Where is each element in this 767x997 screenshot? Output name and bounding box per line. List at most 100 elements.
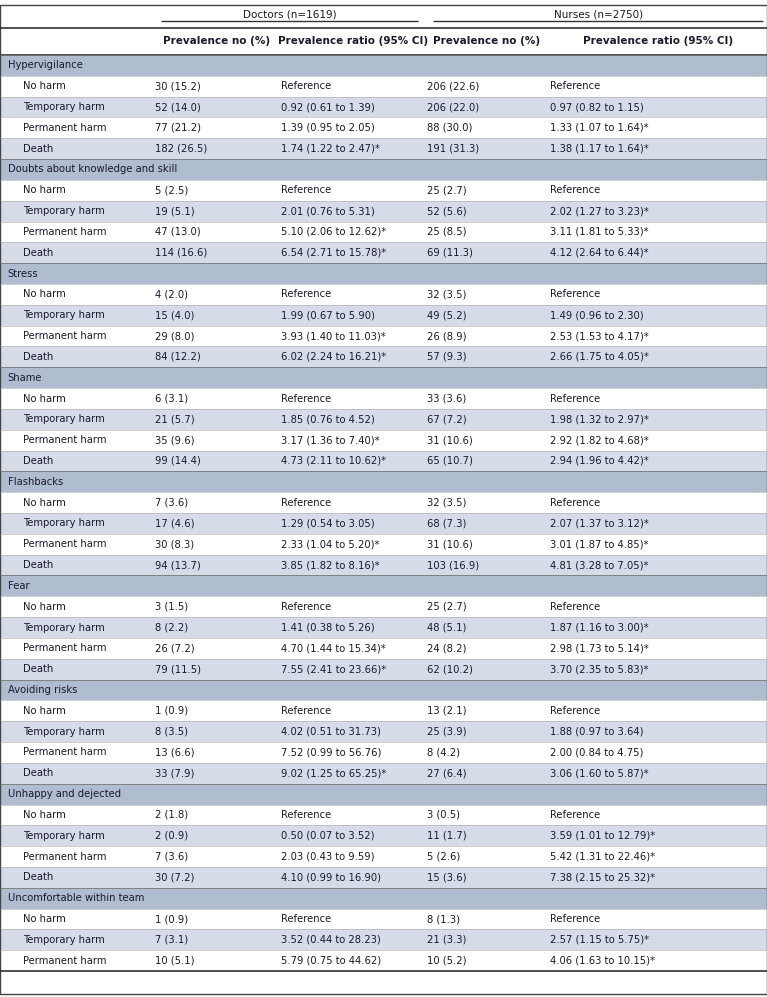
Text: 2.98 (1.73 to 5.14)*: 2.98 (1.73 to 5.14)* — [550, 643, 649, 653]
Text: Fear: Fear — [8, 581, 29, 591]
Bar — [0, 638, 767, 659]
Text: Prevalence ratio (95% CI): Prevalence ratio (95% CI) — [278, 37, 428, 47]
Bar — [0, 575, 767, 596]
Bar — [0, 367, 767, 388]
Bar — [0, 221, 767, 242]
Text: 3.17 (1.36 to 7.40)*: 3.17 (1.36 to 7.40)* — [281, 435, 380, 445]
Text: Doubts about knowledge and skill: Doubts about knowledge and skill — [8, 165, 177, 174]
Text: 2.66 (1.75 to 4.05)*: 2.66 (1.75 to 4.05)* — [550, 352, 649, 362]
Text: 2 (1.8): 2 (1.8) — [155, 810, 188, 820]
Text: Death: Death — [23, 664, 53, 674]
Text: No harm: No harm — [23, 810, 66, 820]
Bar — [0, 347, 767, 367]
Text: 1.88 (0.97 to 3.64): 1.88 (0.97 to 3.64) — [550, 727, 644, 737]
Text: Death: Death — [23, 248, 53, 258]
Text: 3 (0.5): 3 (0.5) — [427, 810, 460, 820]
Text: 3.85 (1.82 to 8.16)*: 3.85 (1.82 to 8.16)* — [281, 560, 380, 570]
Bar — [0, 950, 767, 971]
Text: 6 (3.1): 6 (3.1) — [155, 394, 188, 404]
Bar — [0, 533, 767, 554]
Text: 3 (1.5): 3 (1.5) — [155, 602, 188, 612]
Text: 31 (10.6): 31 (10.6) — [427, 435, 473, 445]
Text: 6.54 (2.71 to 15.78)*: 6.54 (2.71 to 15.78)* — [281, 248, 387, 258]
Bar — [0, 493, 767, 513]
Text: 19 (5.1): 19 (5.1) — [155, 206, 195, 216]
Text: 1.98 (1.32 to 2.97)*: 1.98 (1.32 to 2.97)* — [550, 415, 649, 425]
Text: 191 (31.3): 191 (31.3) — [427, 144, 479, 154]
Text: Flashbacks: Flashbacks — [8, 477, 63, 487]
Text: 3.11 (1.81 to 5.33)*: 3.11 (1.81 to 5.33)* — [550, 227, 649, 237]
Text: Temporary harm: Temporary harm — [23, 622, 105, 632]
Text: 4 (2.0): 4 (2.0) — [155, 289, 188, 299]
Text: No harm: No harm — [23, 706, 66, 716]
Text: 11 (1.7): 11 (1.7) — [427, 831, 467, 840]
Text: 8 (2.2): 8 (2.2) — [155, 622, 188, 632]
Text: 24 (8.2): 24 (8.2) — [427, 643, 466, 653]
Text: Reference: Reference — [550, 394, 601, 404]
Text: 3.06 (1.60 to 5.87)*: 3.06 (1.60 to 5.87)* — [550, 769, 649, 779]
Text: 1.87 (1.16 to 3.00)*: 1.87 (1.16 to 3.00)* — [550, 622, 649, 632]
Text: Temporary harm: Temporary harm — [23, 727, 105, 737]
Text: 5 (2.5): 5 (2.5) — [155, 185, 188, 195]
Bar — [0, 701, 767, 721]
Text: 7 (3.6): 7 (3.6) — [155, 498, 188, 507]
Text: Temporary harm: Temporary harm — [23, 102, 105, 112]
Text: 7 (3.1): 7 (3.1) — [155, 935, 188, 945]
Text: 1 (0.9): 1 (0.9) — [155, 914, 188, 924]
Text: 30 (8.3): 30 (8.3) — [155, 539, 194, 549]
Text: 8 (1.3): 8 (1.3) — [427, 914, 460, 924]
Text: 103 (16.9): 103 (16.9) — [427, 560, 479, 570]
Text: Uncomfortable within team: Uncomfortable within team — [8, 893, 144, 903]
Bar — [0, 908, 767, 929]
Text: 4.73 (2.11 to 10.62)*: 4.73 (2.11 to 10.62)* — [281, 456, 387, 466]
Bar — [0, 242, 767, 263]
Text: 1.39 (0.95 to 2.05): 1.39 (0.95 to 2.05) — [281, 123, 375, 133]
Text: 206 (22.6): 206 (22.6) — [427, 81, 479, 91]
Text: 2.92 (1.82 to 4.68)*: 2.92 (1.82 to 4.68)* — [550, 435, 649, 445]
Text: Unhappy and dejected: Unhappy and dejected — [8, 789, 120, 800]
Text: 2.03 (0.43 to 9.59): 2.03 (0.43 to 9.59) — [281, 851, 375, 861]
Bar — [0, 5, 767, 28]
Text: No harm: No harm — [23, 289, 66, 299]
Text: 1.74 (1.22 to 2.47)*: 1.74 (1.22 to 2.47)* — [281, 144, 380, 154]
Text: 0.97 (0.82 to 1.15): 0.97 (0.82 to 1.15) — [550, 102, 644, 112]
Bar — [0, 742, 767, 763]
Text: 1 (0.9): 1 (0.9) — [155, 706, 188, 716]
Bar — [0, 659, 767, 680]
Text: Avoiding risks: Avoiding risks — [8, 685, 77, 695]
Text: 65 (10.7): 65 (10.7) — [427, 456, 473, 466]
Bar — [0, 846, 767, 867]
Text: 5.42 (1.31 to 22.46)*: 5.42 (1.31 to 22.46)* — [550, 851, 655, 861]
Text: 0.92 (0.61 to 1.39): 0.92 (0.61 to 1.39) — [281, 102, 375, 112]
Bar — [0, 430, 767, 451]
Text: 10 (5.1): 10 (5.1) — [155, 956, 194, 966]
Bar — [0, 596, 767, 617]
Text: Reference: Reference — [550, 498, 601, 507]
Bar — [0, 409, 767, 430]
Text: 21 (5.7): 21 (5.7) — [155, 415, 195, 425]
Text: 1.29 (0.54 to 3.05): 1.29 (0.54 to 3.05) — [281, 518, 375, 528]
Text: 15 (3.6): 15 (3.6) — [427, 872, 466, 882]
Text: 4.81 (3.28 to 7.05)*: 4.81 (3.28 to 7.05)* — [550, 560, 648, 570]
Text: 35 (9.6): 35 (9.6) — [155, 435, 194, 445]
Bar — [0, 55, 767, 76]
Text: Permanent harm: Permanent harm — [23, 435, 107, 445]
Text: 30 (15.2): 30 (15.2) — [155, 81, 201, 91]
Text: Death: Death — [23, 144, 53, 154]
Text: Reference: Reference — [550, 602, 601, 612]
Text: 25 (3.9): 25 (3.9) — [427, 727, 466, 737]
Text: Reference: Reference — [281, 81, 332, 91]
Text: Permanent harm: Permanent harm — [23, 956, 107, 966]
Text: Death: Death — [23, 352, 53, 362]
Text: 1.41 (0.38 to 5.26): 1.41 (0.38 to 5.26) — [281, 622, 375, 632]
Text: 1.99 (0.67 to 5.90): 1.99 (0.67 to 5.90) — [281, 310, 375, 320]
Text: 5.10 (2.06 to 12.62)*: 5.10 (2.06 to 12.62)* — [281, 227, 387, 237]
Text: 25 (8.5): 25 (8.5) — [427, 227, 466, 237]
Text: 4.02 (0.51 to 31.73): 4.02 (0.51 to 31.73) — [281, 727, 381, 737]
Text: 2.01 (0.76 to 5.31): 2.01 (0.76 to 5.31) — [281, 206, 375, 216]
Text: Reference: Reference — [281, 914, 332, 924]
Bar — [0, 887, 767, 908]
Text: Prevalence no (%): Prevalence no (%) — [433, 37, 541, 47]
Text: 2 (0.9): 2 (0.9) — [155, 831, 188, 840]
Bar — [0, 721, 767, 742]
